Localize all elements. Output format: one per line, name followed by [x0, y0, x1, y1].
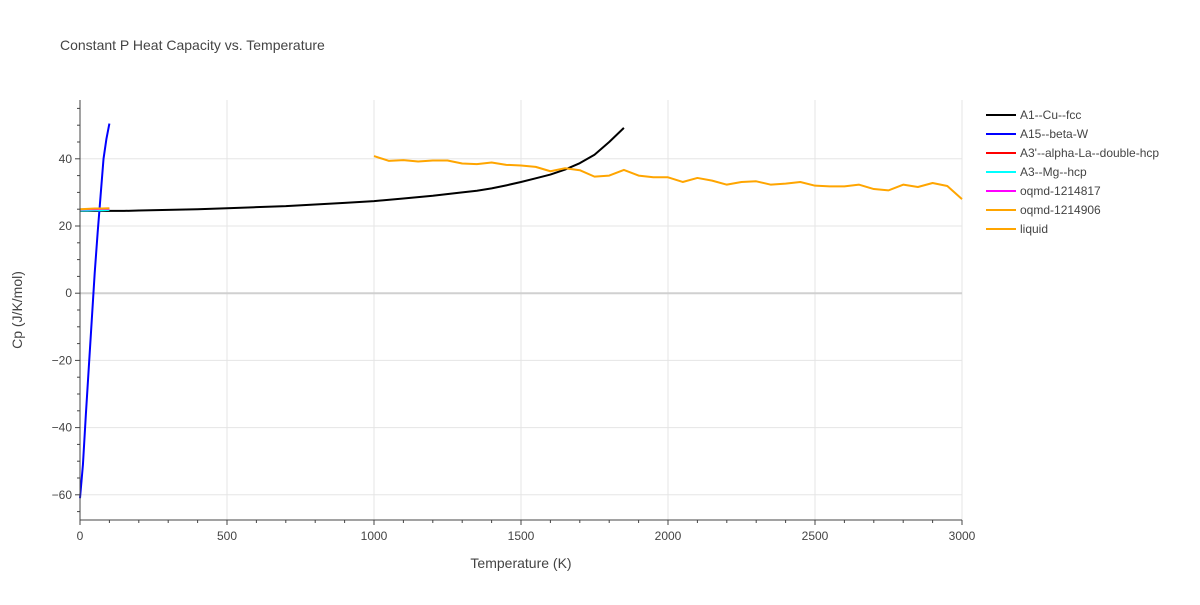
series-line-a15-beta-w	[79, 123, 111, 499]
legend-label: oqmd-1214817	[1020, 184, 1101, 198]
legend-item[interactable]: liquid	[986, 222, 1048, 236]
y-tick-label: 0	[65, 286, 72, 300]
legend-label: A3--Mg--hcp	[1020, 165, 1087, 179]
x-tick-label: 2000	[655, 529, 682, 543]
series-line-oqmd-1214906	[79, 207, 110, 211]
legend-item[interactable]: A3--Mg--hcp	[986, 165, 1087, 179]
y-tick-labels: −60 −40 −20 0 20 40	[52, 152, 73, 502]
legend-item[interactable]: A15--beta-W	[986, 127, 1089, 141]
legend-label: oqmd-1214906	[1020, 203, 1101, 217]
legend-label: A15--beta-W	[1020, 127, 1089, 141]
series-layer	[79, 123, 963, 499]
y-tick-label: 40	[59, 152, 73, 166]
legend[interactable]: A1--Cu--fcc A15--beta-W A3'--alpha-La--dou…	[986, 108, 1159, 236]
legend-item[interactable]: oqmd-1214817	[986, 184, 1101, 198]
series-line-liquid	[373, 155, 963, 200]
legend-item[interactable]: oqmd-1214906	[986, 203, 1101, 217]
x-tick-label: 0	[77, 529, 84, 543]
x-tick-label: 2500	[802, 529, 829, 543]
x-tick-label: 1000	[361, 529, 388, 543]
x-tick-label: 3000	[949, 529, 976, 543]
axes	[75, 100, 963, 525]
legend-label: liquid	[1020, 222, 1048, 236]
grid-lines	[80, 100, 963, 520]
x-tick-label: 500	[217, 529, 237, 543]
x-tick-labels: 0 500 1000 1500 2000 2500 3000	[77, 529, 976, 543]
legend-label: A1--Cu--fcc	[1020, 108, 1081, 122]
chart-title: Constant P Heat Capacity vs. Temperature	[60, 37, 325, 53]
series-line-a3-mg-hcp	[80, 208, 110, 212]
y-axis-label: Cp (J/K/mol)	[9, 271, 25, 349]
x-axis-label: Temperature (K)	[470, 555, 571, 571]
y-tick-label: −20	[52, 353, 73, 367]
legend-label: A3'--alpha-La--double-hcp	[1020, 146, 1159, 160]
x-tick-label: 1500	[508, 529, 535, 543]
legend-item[interactable]: A1--Cu--fcc	[986, 108, 1081, 122]
legend-item[interactable]: A3'--alpha-La--double-hcp	[986, 146, 1159, 160]
y-tick-label: 20	[59, 219, 73, 233]
y-tick-label: −40	[52, 421, 73, 435]
y-tick-label: −60	[52, 488, 73, 502]
series-line-a1-cu-fcc	[80, 127, 625, 212]
